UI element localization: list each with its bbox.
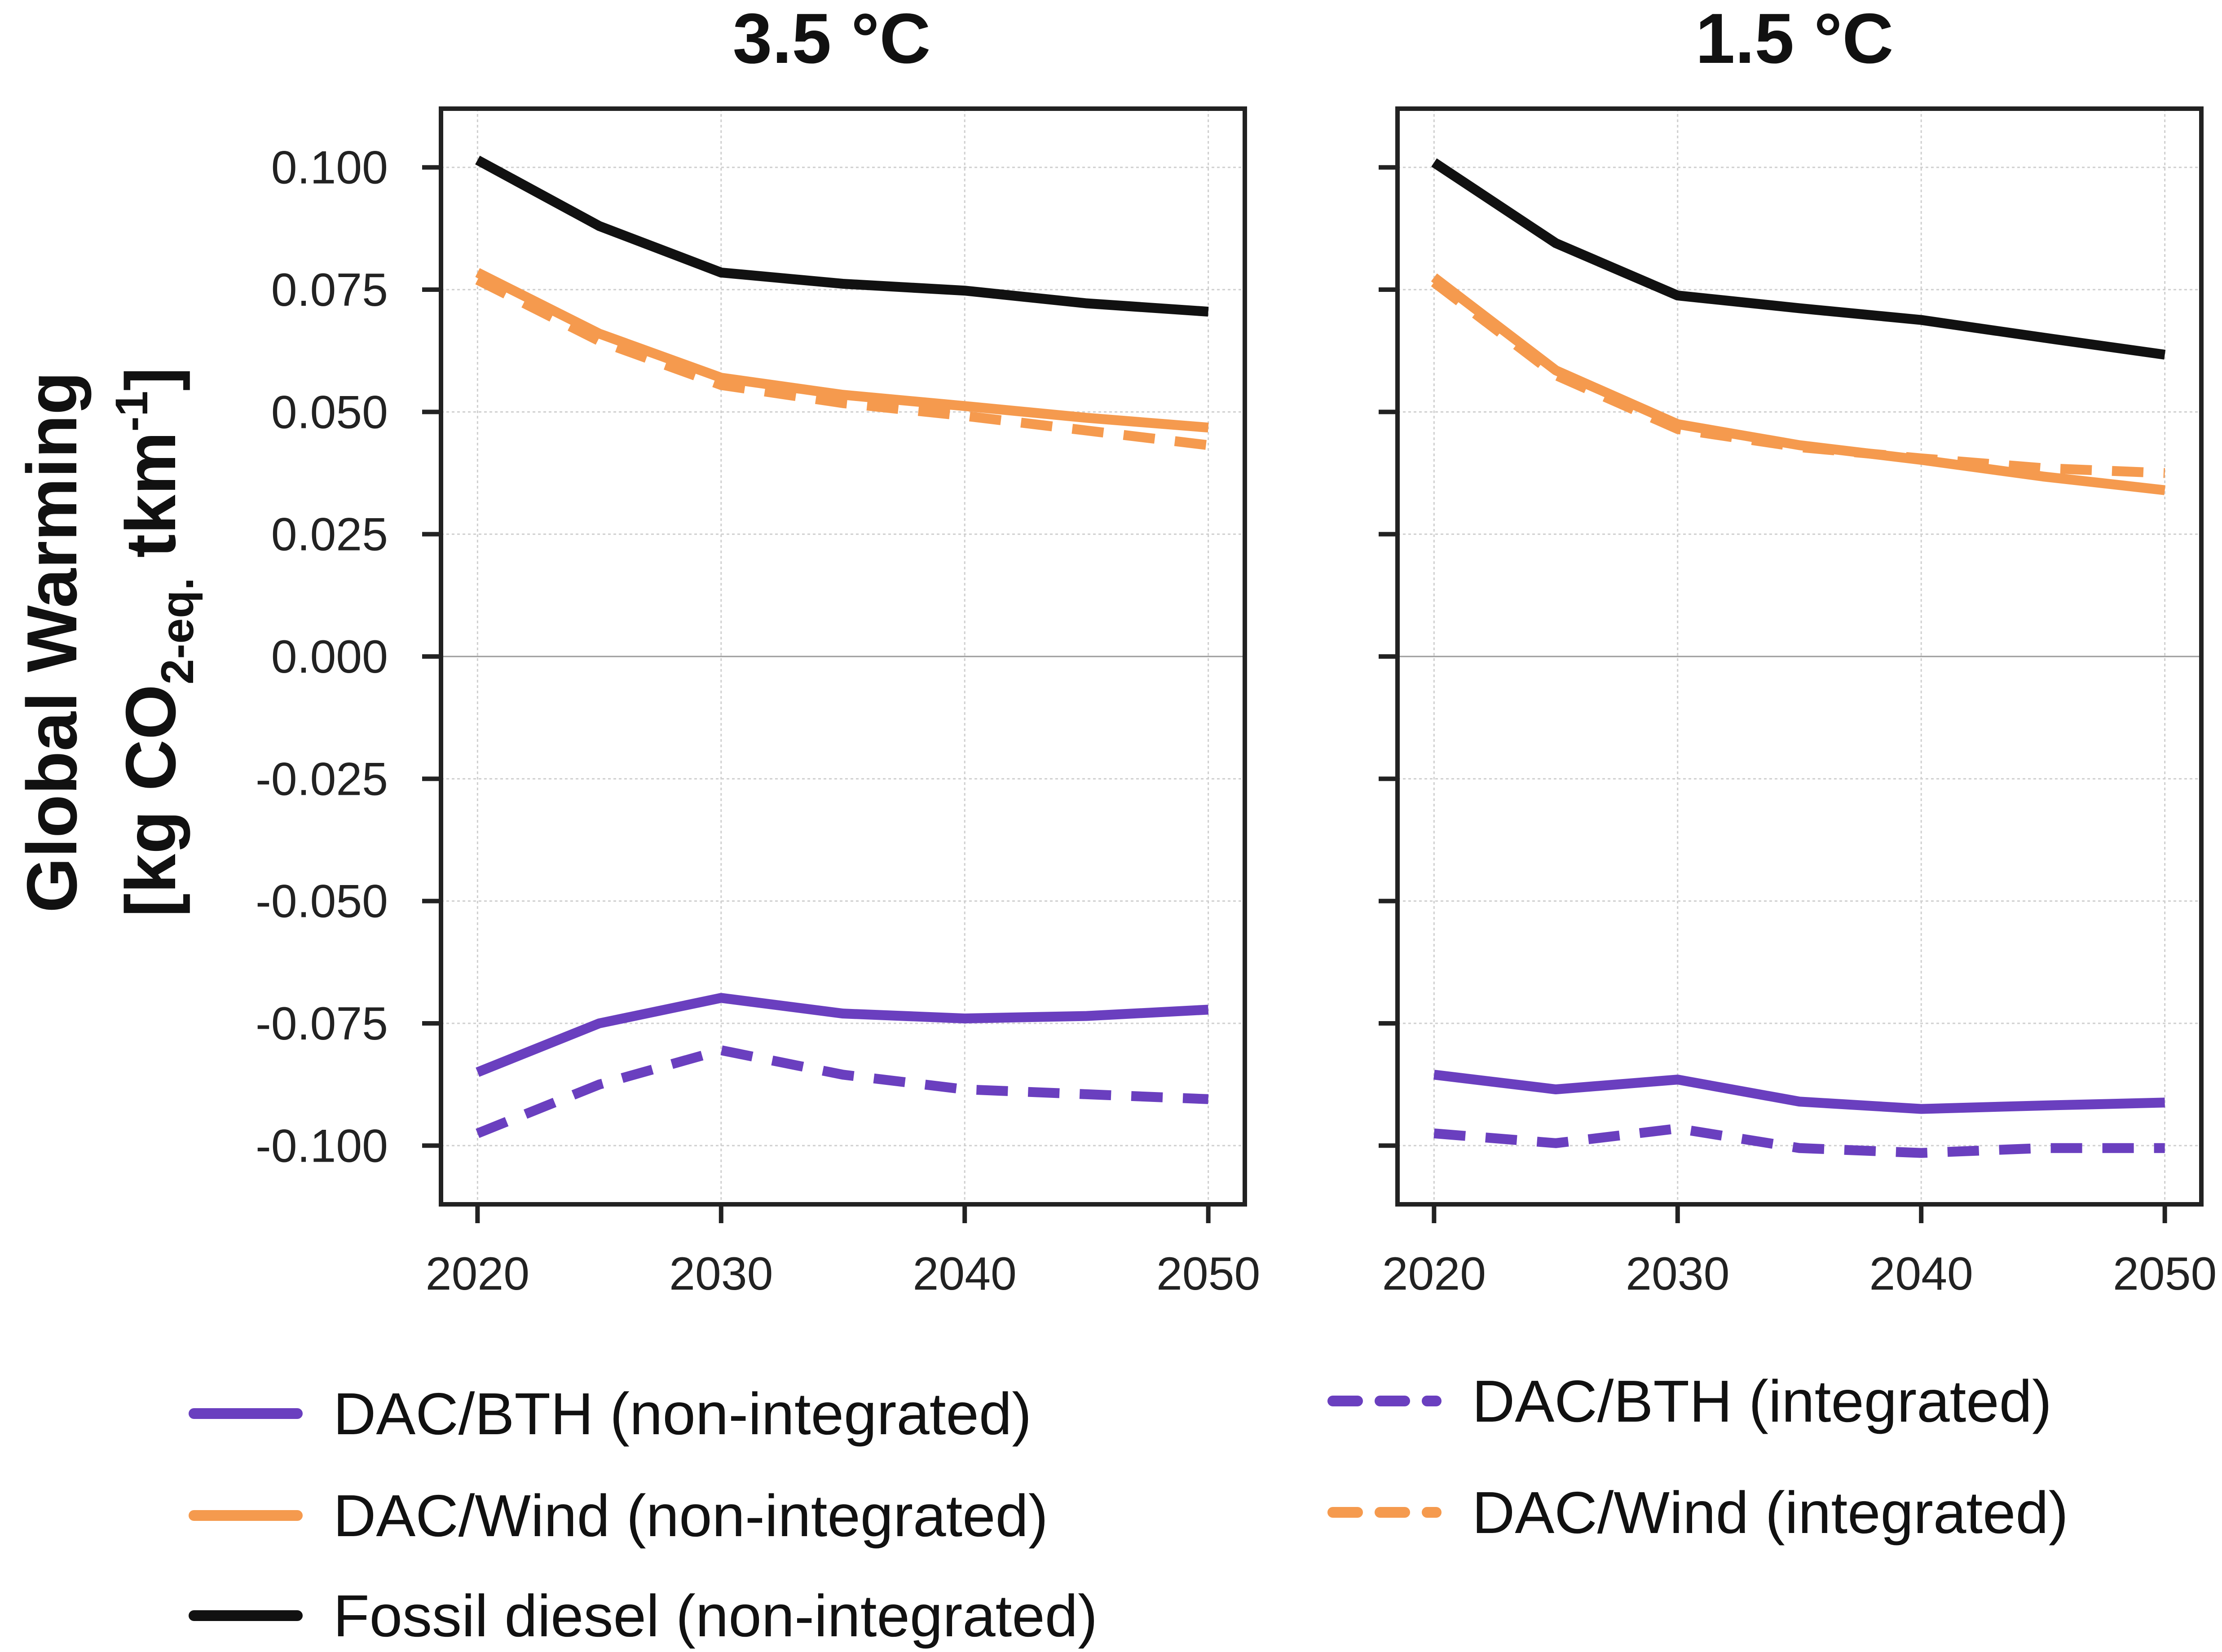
grid — [1398, 109, 2201, 1204]
y-axis-label: Global Warming [kg CO2-eq. tkm-1] — [13, 367, 203, 917]
series-line-fossil-diesel-non-integrated — [475, 155, 1209, 317]
y-tick-label: -0.050 — [256, 876, 388, 928]
legend-label-dac-bth-non-integrated: DAC/BTH (non-integrated) — [333, 1381, 1032, 1447]
legend: DAC/BTH (non-integrated) DAC/BTH (integra… — [189, 1368, 2068, 1649]
legend-label-fossil-diesel-non-integrated: Fossil diesel (non-integrated) — [333, 1583, 1098, 1649]
series-layer — [1431, 158, 2166, 1158]
y-tick-label: 0.000 — [271, 631, 388, 683]
y-tick-label: -0.100 — [256, 1120, 388, 1172]
y-axis-label-line1: Global Warming — [13, 371, 92, 913]
series-line-dac-wind-non-integrated — [1431, 273, 2165, 495]
x-tick-label: 2030 — [1626, 1248, 1729, 1300]
panel-title: 1.5 °C — [1696, 0, 1894, 78]
x-tick-label: 2050 — [2113, 1248, 2217, 1300]
series-line-dac-bth-integrated — [1433, 1123, 2165, 1158]
legend-label-dac-bth-integrated: DAC/BTH (integrated) — [1472, 1368, 2052, 1434]
x-ticks: 2020 2030 2040 2050 — [1382, 1204, 2217, 1300]
series-layer — [475, 155, 1209, 1138]
legend-label-dac-wind-integrated: DAC/Wind (integrated) — [1472, 1480, 2068, 1546]
y-tick-label: 0.025 — [271, 509, 388, 561]
x-tick-label: 2040 — [913, 1248, 1017, 1300]
y-ticks — [1379, 165, 1398, 1148]
y-tick-label: -0.025 — [256, 753, 388, 805]
series-line-fossil-diesel-non-integrated — [1431, 158, 2166, 360]
series-line-dac-bth-non-integrated — [476, 993, 1209, 1077]
y-tick-label: 0.075 — [271, 264, 388, 316]
series-line-dac-wind-integrated — [475, 275, 1209, 450]
series-line-dac-bth-non-integrated — [1433, 1070, 2165, 1114]
x-tick-label: 2040 — [1869, 1248, 1973, 1300]
x-tick-label: 2050 — [1156, 1248, 1260, 1300]
y-tick-label: 0.050 — [271, 386, 388, 438]
y-tick-label: 0.100 — [271, 142, 388, 194]
legend-label-dac-wind-non-integrated: DAC/Wind (non-integrated) — [333, 1483, 1048, 1549]
y-axis-label-line2: [kg CO2-eq. tkm-1] — [106, 367, 203, 917]
y-tick-label: -0.075 — [256, 998, 388, 1050]
x-tick-label: 2020 — [1382, 1248, 1486, 1300]
series-line-dac-wind-non-integrated — [475, 268, 1209, 433]
y-ticks: 0.100 0.075 0.050 0.025 0.000 -0.025 -0.050 -0.… — [256, 142, 441, 1172]
panel-title: 3.5 °C — [733, 0, 931, 78]
panel-1-5c: 1.5 °C 2020 2030 2040 2050 — [1379, 0, 2217, 1300]
x-tick-label: 2030 — [669, 1248, 773, 1300]
x-ticks: 2020 2030 2040 2050 — [426, 1204, 1260, 1300]
panel-3-5c: 3.5 °C 0.100 0.075 0.050 0.025 0.000 -0.025 -0… — [256, 0, 1260, 1300]
x-tick-label: 2020 — [426, 1248, 529, 1300]
series-line-dac-bth-integrated — [476, 1045, 1209, 1138]
